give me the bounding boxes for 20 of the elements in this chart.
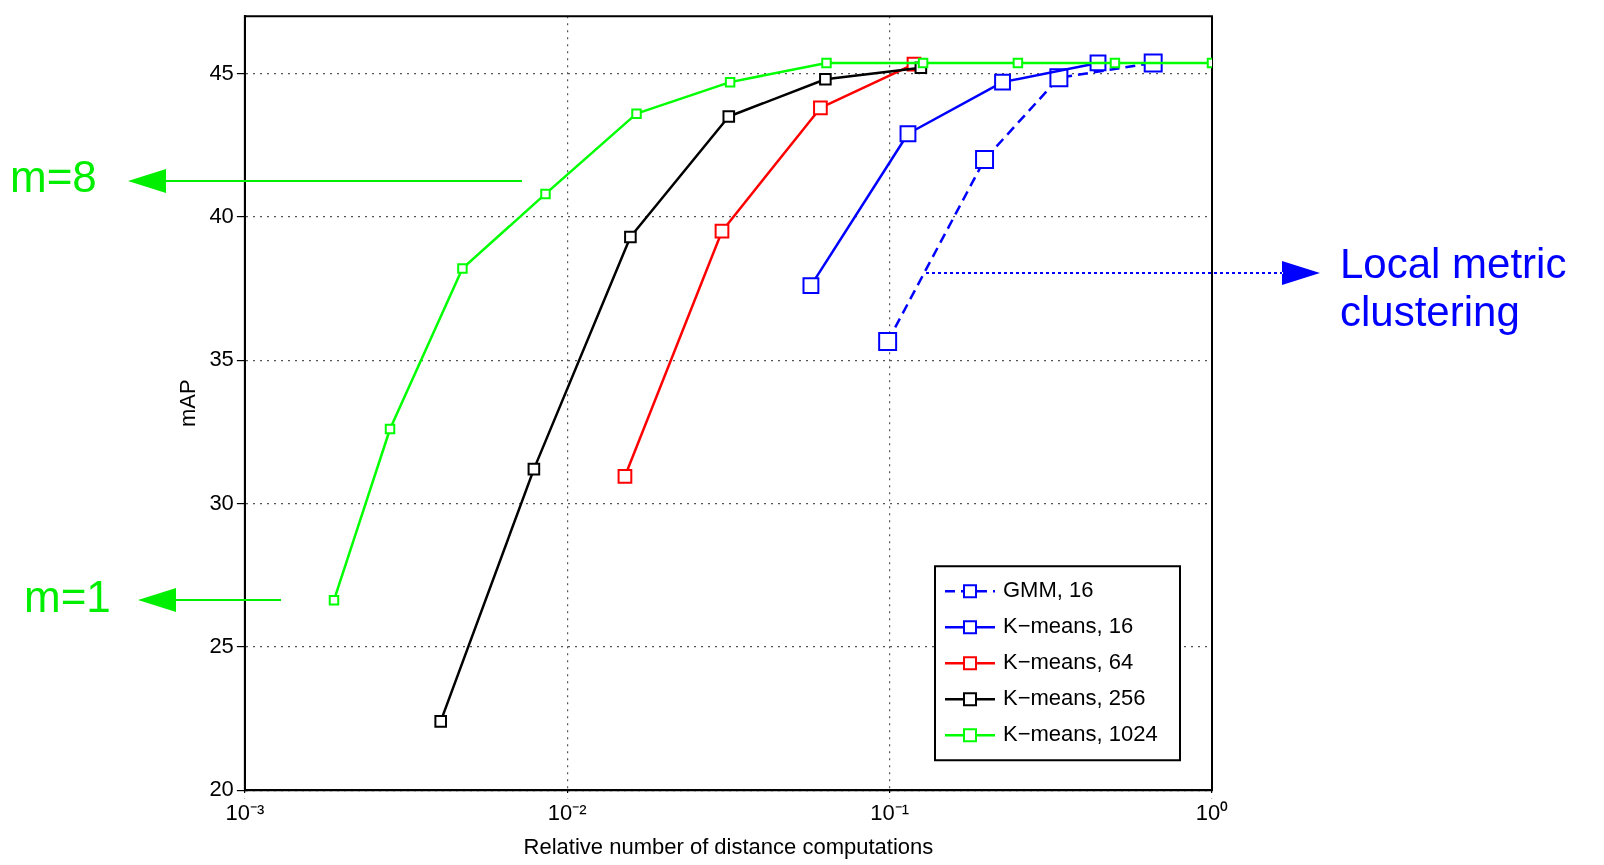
- legend-label: K−means, 64: [1003, 649, 1134, 675]
- x-tick-label: 10⁻²: [547, 800, 587, 826]
- legend-label: K−means, 16: [1003, 613, 1134, 639]
- y-axis-title: mAP: [175, 379, 201, 428]
- legend-label: K−means, 256: [1003, 685, 1146, 711]
- x-tick-label: 10⁰: [1195, 800, 1229, 826]
- x-axis-title: Relative number of distance computations: [523, 833, 934, 859]
- text: m=1: [24, 572, 111, 623]
- y-tick-label: 45: [209, 59, 234, 85]
- legend-label: K−means, 1024: [1003, 721, 1158, 747]
- y-tick-label: 35: [209, 346, 234, 372]
- legend-label: GMM, 16: [1003, 577, 1094, 603]
- x-tick-label: 10⁻³: [225, 800, 265, 826]
- y-tick-label: 30: [209, 489, 234, 515]
- y-tick-label: 25: [209, 632, 234, 658]
- y-tick-label: 40: [209, 202, 234, 228]
- text: m=8: [10, 152, 97, 203]
- x-tick-label: 10⁻¹: [870, 800, 910, 826]
- y-tick-label: 20: [209, 776, 234, 802]
- text: Local metric clustering: [1340, 240, 1568, 337]
